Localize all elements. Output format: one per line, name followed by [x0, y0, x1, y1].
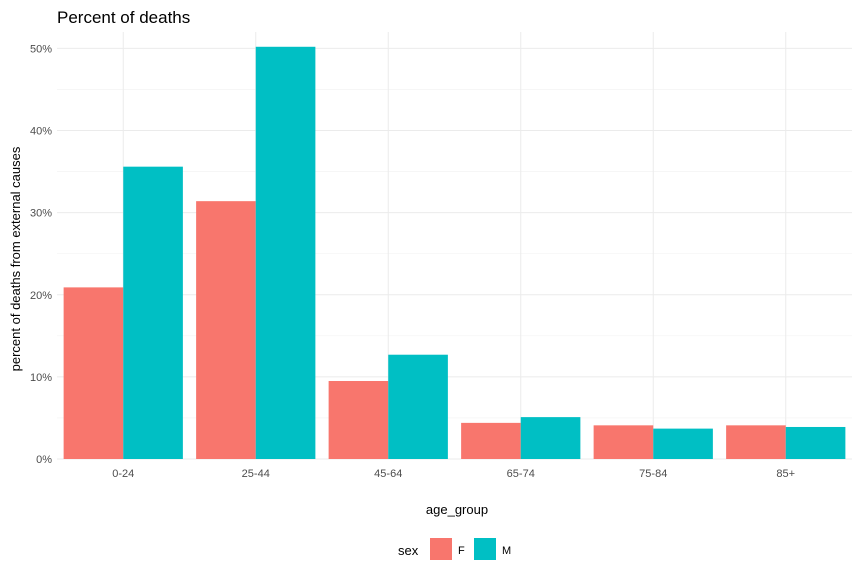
x-tick-label: 65-74 [507, 468, 535, 480]
bar-M-85+ [785, 426, 846, 459]
y-tick-label: 10% [30, 372, 52, 384]
y-tick-label: 20% [30, 290, 52, 302]
x-tick-label: 25-44 [242, 468, 270, 480]
legend-label-F: F [458, 545, 465, 557]
x-tick-labels: 0-24 25-44 45-64 65-74 75-84 85+ [112, 468, 795, 480]
bar-F-45-64 [328, 380, 389, 459]
x-tick-label: 75-84 [639, 468, 667, 480]
y-tick-label: 30% [30, 208, 52, 220]
bar-F-65-74 [461, 422, 521, 459]
y-tick-labels: 0% 10% 20% 30% 40% 50% [30, 43, 52, 466]
bar-M-45-64 [388, 354, 448, 459]
legend-key-M [474, 538, 496, 560]
y-tick-label: 0% [36, 454, 52, 466]
bar-F-0-24 [63, 287, 124, 459]
y-tick-label: 40% [30, 126, 52, 138]
bar-M-65-74 [520, 417, 581, 459]
legend-key-F [430, 538, 452, 560]
bars [63, 46, 846, 460]
legend: sex F M [398, 538, 511, 560]
bar-M-0-24 [123, 166, 183, 459]
x-tick-label: 45-64 [374, 468, 402, 480]
bar-M-25-44 [255, 46, 316, 460]
legend-label-M: M [502, 545, 511, 557]
x-tick-label: 0-24 [112, 468, 134, 480]
y-tick-label: 50% [30, 43, 52, 55]
bar-F-25-44 [196, 201, 256, 459]
bar-M-75-84 [653, 428, 713, 459]
x-axis-label: age_group [426, 502, 488, 517]
bar-F-75-84 [593, 425, 654, 459]
y-axis-label: percent of deaths from external causes [8, 146, 23, 371]
chart-title: Percent of deaths [57, 8, 190, 27]
x-tick-label: 85+ [776, 468, 795, 480]
legend-title: sex [398, 543, 419, 558]
bar-F-85+ [726, 425, 786, 459]
